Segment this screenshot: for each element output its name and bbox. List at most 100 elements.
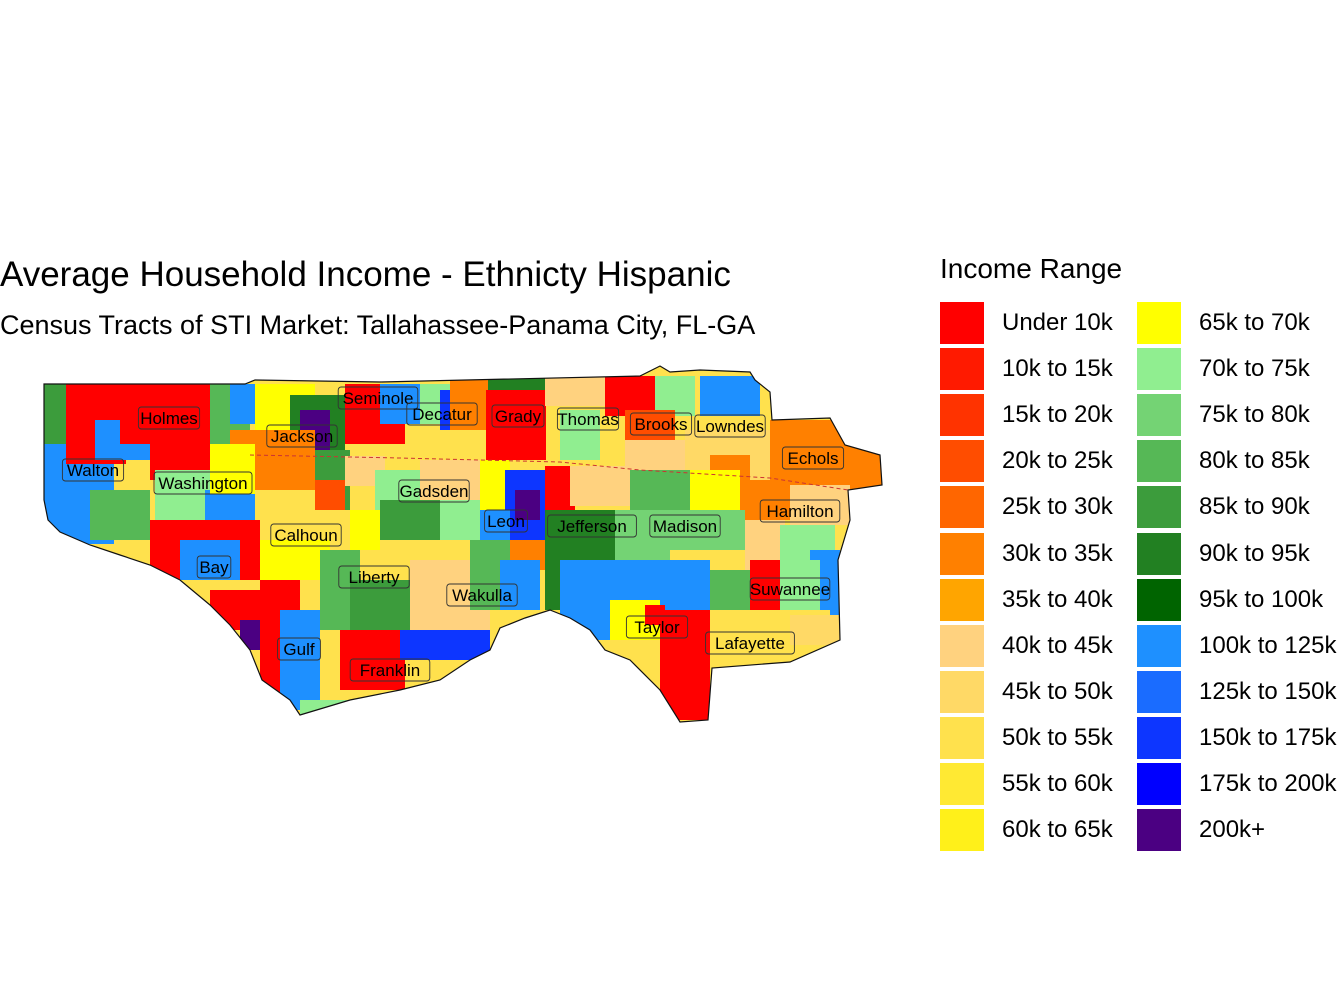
- legend-swatch: [940, 624, 984, 667]
- county-label-box: [705, 631, 795, 655]
- legend-label: 50k to 55k: [1002, 723, 1113, 751]
- county-label-box: [153, 471, 253, 495]
- legend-swatch: [940, 578, 984, 621]
- legend-label: 85k to 90k: [1199, 493, 1310, 521]
- legend: Income Range Under 10k 10k to 15k 15k to 2…: [940, 250, 1344, 870]
- county-label-box: [781, 446, 845, 470]
- county-label: Suwannee: [750, 580, 830, 599]
- county-label: Thomas: [557, 410, 618, 429]
- legend-label: 45k to 50k: [1002, 677, 1113, 705]
- legend-label: 60k to 65k: [1002, 816, 1113, 844]
- legend-swatch: [1137, 809, 1181, 852]
- county-label-box: [338, 565, 410, 589]
- legend-swatch: [940, 348, 984, 391]
- county-label: Leon: [487, 512, 525, 531]
- state-border: [249, 454, 849, 491]
- county-label: Seminole: [343, 389, 414, 408]
- county-label-box: [484, 509, 528, 533]
- county-label: Gadsden: [400, 482, 469, 501]
- legend-label: 65k to 70k: [1199, 309, 1310, 336]
- county-label: Calhoun: [274, 526, 337, 545]
- legend-swatch: [1137, 394, 1181, 437]
- legend-label: 100k to 125k: [1199, 631, 1337, 659]
- legend-swatch: [1137, 624, 1181, 667]
- legend-swatch: [940, 532, 984, 575]
- legend-swatch: [1137, 670, 1181, 713]
- legend-label: 175k to 200k: [1199, 770, 1337, 797]
- legend-label: 20k to 25k: [1002, 447, 1113, 475]
- legend-swatch: [940, 670, 984, 713]
- map-title: Average Household Income - Ethnicty Hisp…: [0, 255, 731, 294]
- legend-label: 90k to 95k: [1199, 539, 1310, 567]
- legend-swatch: [940, 394, 984, 437]
- county-label-box: [277, 637, 321, 661]
- legend-swatch: [1137, 348, 1181, 391]
- legend-label: Under 10k: [1002, 309, 1113, 336]
- county-label: Washington: [158, 474, 247, 493]
- county-label: Grady: [495, 407, 542, 426]
- legend-swatch: [1137, 532, 1181, 575]
- county-label-box: [398, 479, 470, 503]
- legend-label: 25k to 30k: [1002, 493, 1113, 521]
- legend-swatch: [940, 763, 984, 805]
- legend-label: 10k to 15k: [1002, 355, 1113, 383]
- county-label-box: [649, 514, 721, 538]
- county-label-box: [629, 412, 693, 436]
- county-label-box: [625, 615, 689, 639]
- legend-label: 75k to 80k: [1199, 401, 1310, 429]
- county-label-box: [547, 514, 637, 538]
- county-label-box: [337, 386, 419, 410]
- county-label: Decatur: [412, 405, 472, 424]
- county-label-box: [759, 499, 841, 523]
- county-label: Liberty: [348, 568, 400, 587]
- legend-title: Income Range: [940, 253, 1123, 284]
- legend-swatch: [1137, 486, 1181, 529]
- county-label: Holmes: [140, 409, 198, 428]
- legend-label: 55k to 60k: [1002, 770, 1113, 797]
- legend-swatch: [1137, 763, 1181, 805]
- county-label: Madison: [653, 517, 717, 536]
- county-label-box: [749, 577, 831, 601]
- county-label: Echols: [787, 449, 838, 468]
- county-label-box: [491, 404, 545, 428]
- legend-label: 40k to 45k: [1002, 631, 1113, 659]
- map-subtitle: Census Tracts of STI Market: Tallahassee…: [0, 310, 756, 340]
- legend-label: 125k to 150k: [1199, 677, 1337, 705]
- county-label: Hamilton: [766, 502, 833, 521]
- county-label-box: [694, 414, 766, 438]
- legend-label: 150k to 175k: [1199, 723, 1337, 751]
- legend-label: 70k to 75k: [1199, 355, 1310, 383]
- legend-label: 95k to 100k: [1199, 585, 1324, 613]
- legend-swatch: [1137, 440, 1181, 483]
- county-label: Lafayette: [715, 634, 785, 653]
- county-label-box: [61, 458, 125, 482]
- legend-label: 35k to 40k: [1002, 585, 1113, 613]
- county-label: Lowndes: [696, 417, 764, 436]
- legend-swatch: [1137, 578, 1181, 621]
- county-label: Brooks: [635, 415, 688, 434]
- county-label: Taylor: [634, 618, 680, 637]
- county-label-box: [266, 424, 338, 448]
- legend-swatch: [940, 809, 984, 852]
- county-label-box: [349, 658, 431, 682]
- legend-label: 200k+: [1199, 816, 1266, 844]
- county-label: Walton: [67, 461, 119, 480]
- legend-swatch: [940, 716, 984, 759]
- county-label-box: [446, 583, 518, 607]
- county-label: Jackson: [271, 427, 333, 446]
- legend-label: 30k to 35k: [1002, 539, 1113, 567]
- county-label-box: [556, 407, 620, 431]
- legend-swatch: [940, 302, 984, 344]
- county-label-box: [270, 523, 342, 547]
- legend-label: 15k to 20k: [1002, 401, 1113, 429]
- county-label-box: [406, 402, 478, 426]
- county-label: Gulf: [283, 640, 314, 659]
- legend-swatch: [940, 440, 984, 483]
- county-label: Wakulla: [452, 586, 512, 605]
- county-label: Bay: [199, 558, 229, 577]
- region-outline: [43, 365, 883, 723]
- legend-swatch: [1137, 302, 1181, 344]
- legend-label: 80k to 85k: [1199, 447, 1310, 475]
